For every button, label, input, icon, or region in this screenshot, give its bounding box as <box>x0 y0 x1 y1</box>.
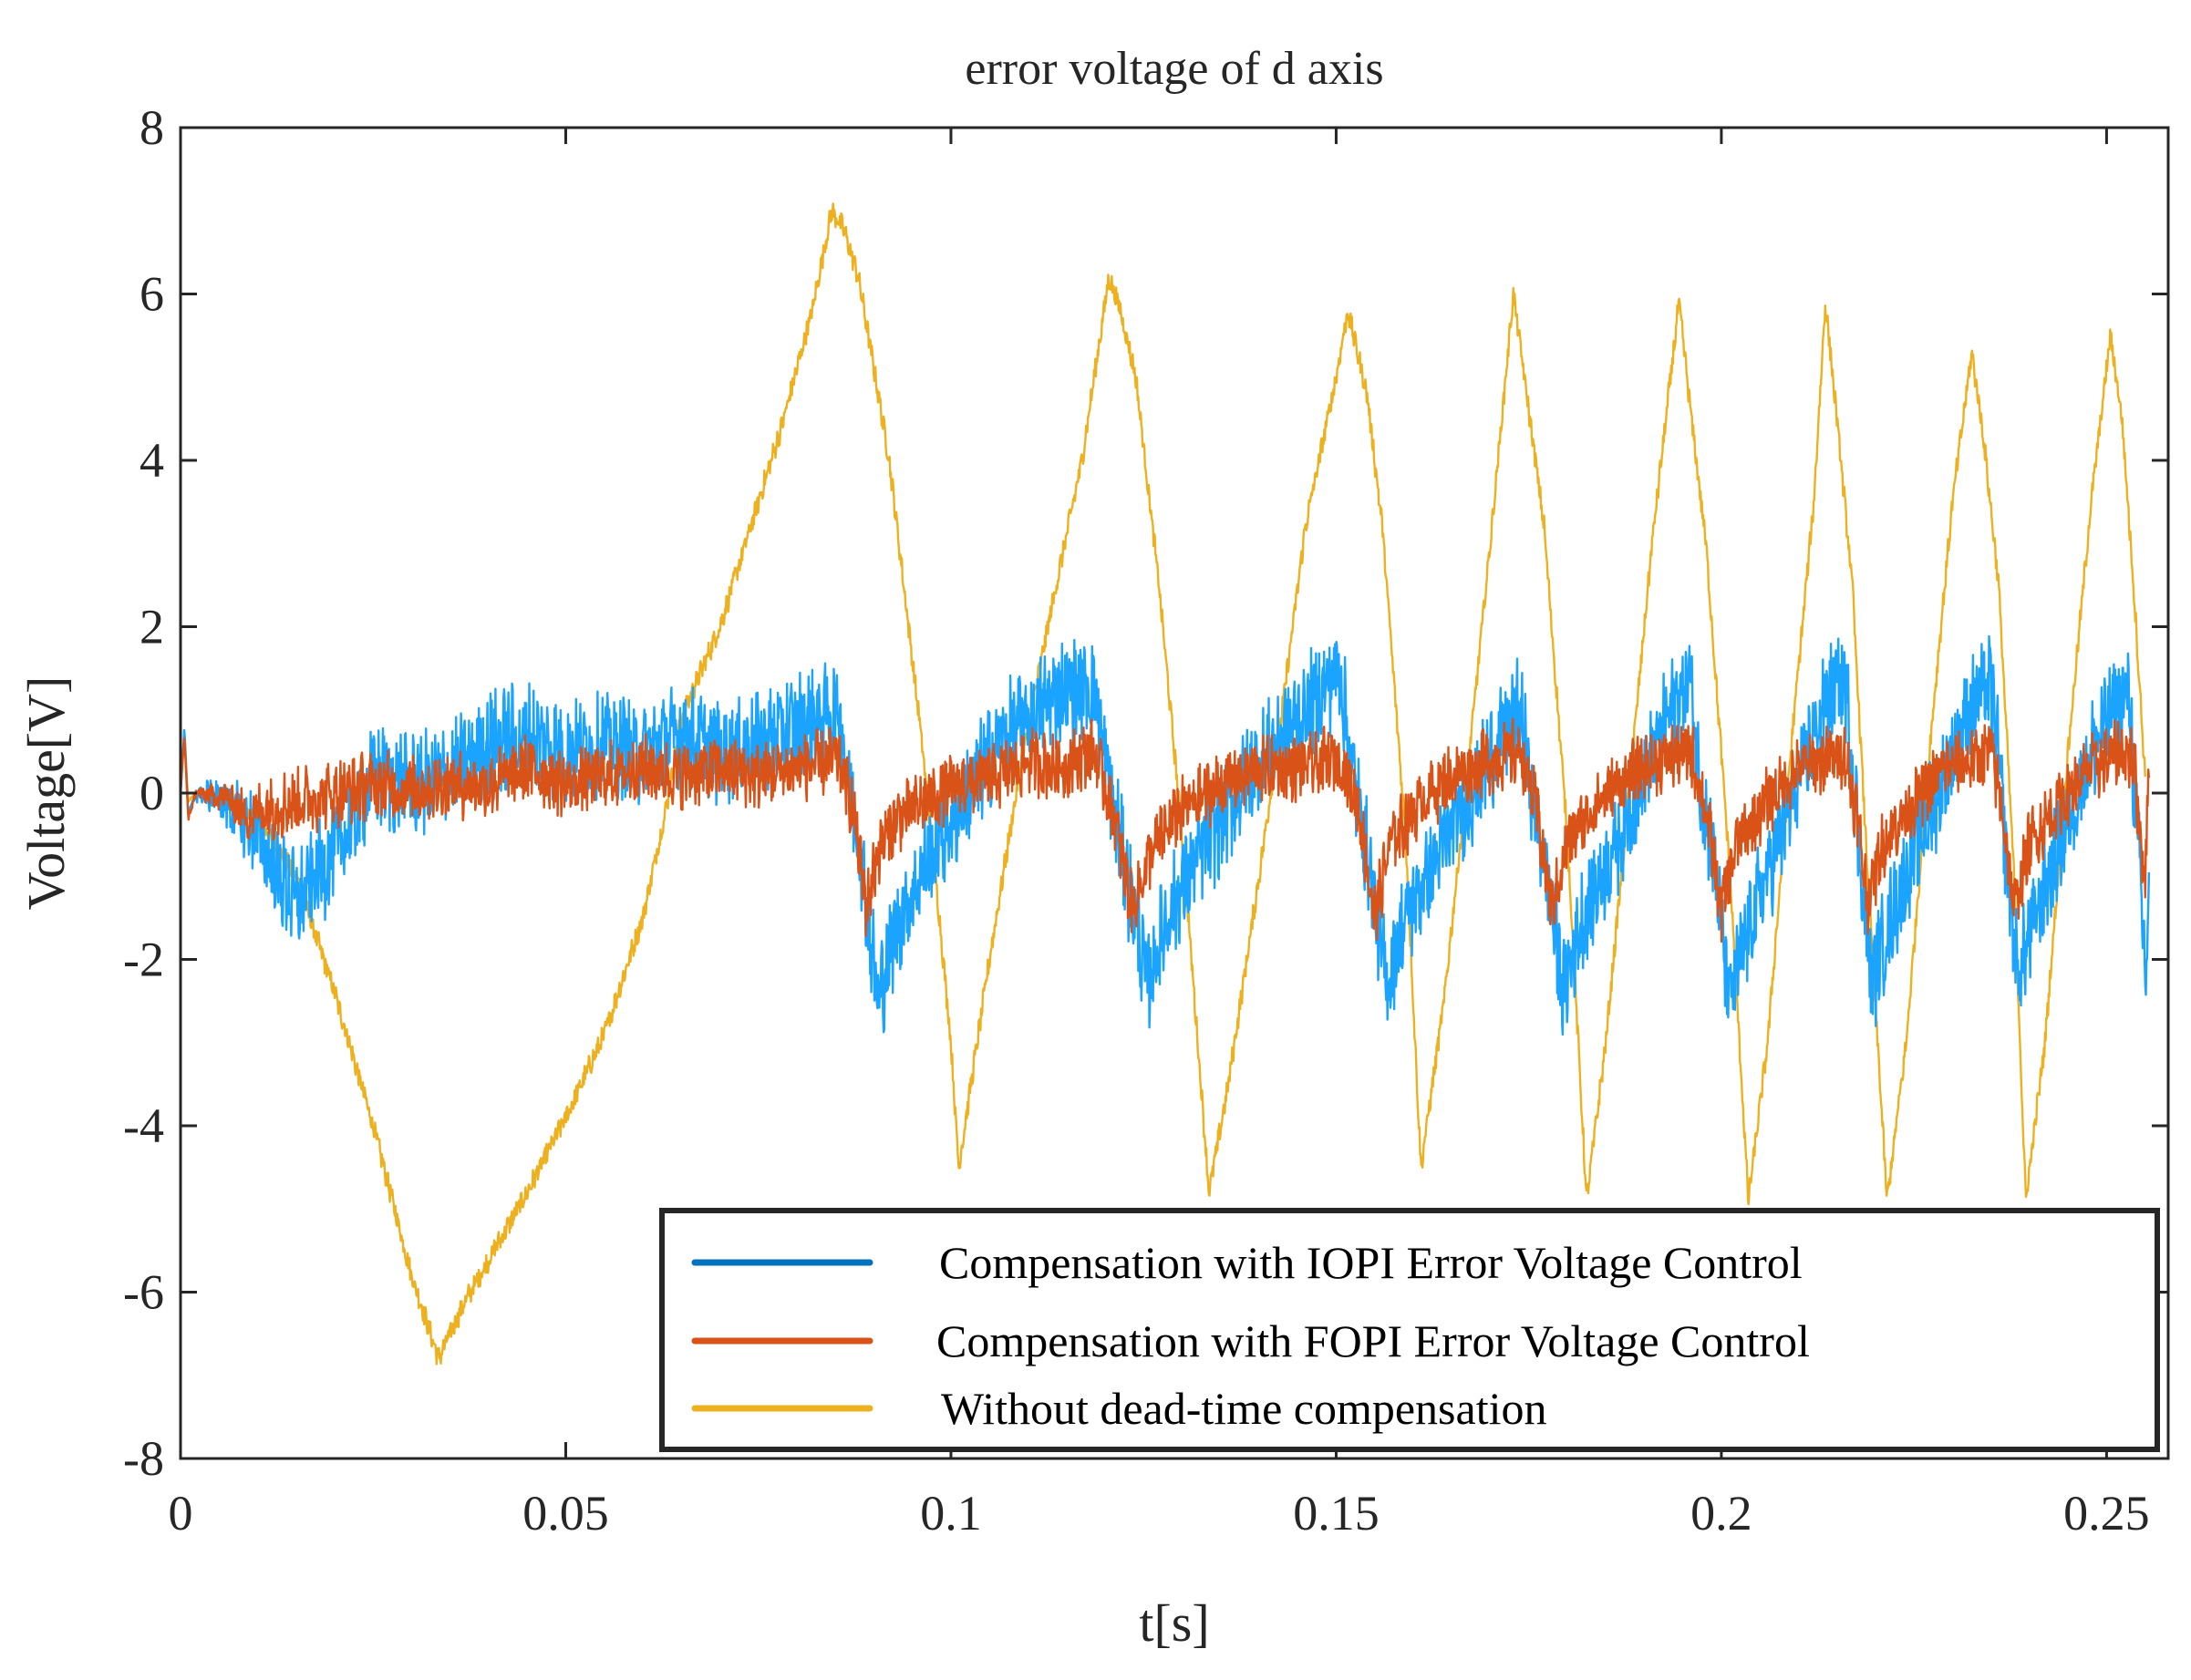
plot-area-frame <box>179 126 2170 1460</box>
x-tick-label: 0.1 <box>920 1486 982 1541</box>
series-layer <box>179 202 2151 1366</box>
y-tick-label: -6 <box>123 1265 164 1320</box>
legend-label-no-compensation: Without dead-time compensation <box>941 1383 1546 1434</box>
legend-label-iopi: Compensation with IOPI Error Voltage Con… <box>939 1237 1803 1288</box>
legend-box <box>659 1208 2160 1452</box>
series-line <box>179 202 2146 1366</box>
y-tick-label: -4 <box>123 1098 164 1153</box>
x-tick-label: 0.05 <box>522 1486 609 1541</box>
y-axis-title: Voltage[V] <box>16 676 76 911</box>
y-tick-label: 6 <box>140 267 164 322</box>
x-tick-label: 0.2 <box>1690 1486 1752 1541</box>
ticks-layer: 0 0.05 0.1 0.15 0.2 0.25 -8 -6 -4 -2 0 2 4 6 8 <box>123 100 2168 1541</box>
x-axis-title: t[s] <box>1139 1593 1209 1653</box>
x-tick-label: 0.15 <box>1293 1486 1380 1541</box>
x-tick-label: 0 <box>169 1486 193 1541</box>
legend: Compensation with IOPI Error Voltage Con… <box>659 1208 2160 1452</box>
y-tick-label: 0 <box>140 766 164 820</box>
chart-title: error voltage of d axis <box>965 43 1383 95</box>
y-tick-label: 8 <box>140 100 164 155</box>
x-tick-label: 0.25 <box>2063 1486 2150 1541</box>
y-tick-label: -2 <box>123 933 164 987</box>
series-line <box>179 717 2151 943</box>
y-tick-label: 2 <box>140 600 164 654</box>
y-tick-label: 4 <box>140 433 164 488</box>
legend-label-fopi: Compensation with FOPI Error Voltage Con… <box>936 1315 1810 1366</box>
series-line <box>179 634 2151 1036</box>
y-tick-label: -8 <box>123 1431 164 1486</box>
